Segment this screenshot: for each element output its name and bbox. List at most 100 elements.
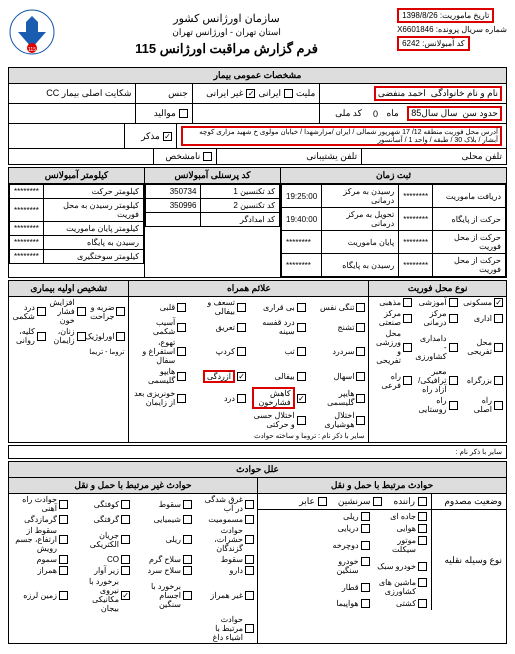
checkbox[interactable]	[237, 372, 246, 381]
checkbox[interactable]	[449, 401, 458, 410]
checkbox[interactable]	[418, 599, 427, 608]
iranian-chk[interactable]	[284, 89, 293, 98]
checkbox[interactable]	[449, 314, 458, 323]
checkbox[interactable]	[418, 578, 427, 587]
checkbox[interactable]	[418, 536, 427, 545]
checkbox[interactable]	[59, 535, 68, 544]
checkbox[interactable]	[177, 323, 186, 332]
checkbox[interactable]	[59, 566, 68, 575]
checkbox[interactable]	[318, 497, 327, 506]
checkbox[interactable]	[494, 343, 503, 352]
checkbox[interactable]	[494, 314, 503, 323]
checkbox[interactable]	[245, 555, 254, 564]
checkbox[interactable]	[245, 624, 254, 633]
check-item: هایپر گلیسمی	[309, 386, 369, 410]
check-item: تعریق	[189, 317, 249, 337]
check-item: شیمیایی	[133, 514, 195, 525]
checkbox[interactable]	[361, 512, 370, 521]
checkbox[interactable]	[237, 347, 246, 356]
check-item: حوادث حشرات، گزندگان	[195, 525, 257, 554]
symptoms-section: نوع محل فوریت مسکونیآموزشیمذهبیاداریمرکز…	[8, 280, 507, 443]
region-name: استان تهران - اورژانس تهران	[56, 27, 397, 38]
checkbox[interactable]	[418, 512, 427, 521]
checkbox[interactable]	[59, 500, 68, 509]
checkbox[interactable]	[177, 347, 186, 356]
checkbox[interactable]	[494, 376, 503, 385]
checkbox[interactable]	[121, 535, 130, 544]
checkbox[interactable]	[59, 591, 68, 600]
checkbox[interactable]	[356, 303, 365, 312]
checkbox[interactable]	[121, 591, 130, 600]
unknown-chk[interactable]	[203, 152, 212, 161]
checkbox[interactable]	[183, 500, 192, 509]
checkbox[interactable]	[121, 515, 130, 524]
checkbox[interactable]	[177, 303, 186, 312]
checkbox[interactable]	[177, 372, 186, 381]
checkbox[interactable]	[59, 515, 68, 524]
checkbox[interactable]	[183, 515, 192, 524]
checkbox[interactable]	[297, 394, 306, 403]
checkbox[interactable]	[356, 394, 365, 403]
checkbox[interactable]	[77, 307, 86, 316]
checkbox[interactable]	[245, 500, 254, 509]
checkbox[interactable]	[449, 298, 458, 307]
checkbox[interactable]	[37, 332, 46, 341]
checkbox[interactable]	[245, 535, 254, 544]
accident-section: علل حوادث حوادث مرتبط با حمل و نقل وضعیت…	[8, 461, 507, 644]
checkbox[interactable]	[356, 347, 365, 356]
checkbox[interactable]	[297, 303, 306, 312]
checkbox[interactable]	[77, 332, 86, 341]
checkbox[interactable]	[418, 497, 427, 506]
check-item: درد شکمی	[9, 297, 49, 326]
checkbox[interactable]	[116, 307, 125, 316]
checkbox[interactable]	[418, 524, 427, 533]
checkbox[interactable]	[237, 394, 246, 403]
checkbox[interactable]	[403, 298, 412, 307]
checkbox[interactable]	[177, 394, 186, 403]
checkbox[interactable]	[403, 376, 412, 385]
checkbox[interactable]	[356, 372, 365, 381]
checkbox[interactable]	[245, 591, 254, 600]
checkbox[interactable]	[183, 566, 192, 575]
checkbox[interactable]	[361, 599, 370, 608]
vehicle-label: نوع وسیله نقلیه	[431, 510, 506, 610]
checkbox[interactable]	[361, 541, 370, 550]
checkbox[interactable]	[183, 591, 192, 600]
checkbox[interactable]	[121, 566, 130, 575]
checkbox[interactable]	[297, 416, 306, 425]
checkbox[interactable]	[237, 323, 246, 332]
checkbox[interactable]	[361, 583, 370, 592]
checkbox[interactable]	[449, 343, 458, 352]
check-item: زیر آوار	[71, 565, 133, 576]
checkbox[interactable]	[403, 314, 412, 323]
checkbox[interactable]	[494, 401, 503, 410]
checkbox[interactable]	[449, 376, 458, 385]
checkbox[interactable]	[297, 347, 306, 356]
checkbox[interactable]	[356, 416, 365, 425]
checkbox[interactable]	[183, 535, 192, 544]
checkbox[interactable]	[297, 323, 306, 332]
checkbox[interactable]	[59, 555, 68, 564]
checkbox[interactable]	[116, 332, 125, 341]
checkbox[interactable]	[37, 307, 46, 316]
checkbox[interactable]	[245, 566, 254, 575]
checkbox[interactable]	[361, 557, 370, 566]
checkbox[interactable]	[373, 497, 382, 506]
checkbox[interactable]	[245, 515, 254, 524]
check-item: محل ورزشی و تفریحی	[370, 328, 416, 366]
checkbox[interactable]	[121, 555, 130, 564]
checkbox[interactable]	[361, 524, 370, 533]
acc-unrel-title: حوادث غیر مرتبط با حمل و نقل	[9, 478, 257, 494]
checkbox[interactable]	[297, 372, 306, 381]
newborn-chk[interactable]	[179, 109, 188, 118]
male-chk[interactable]	[163, 132, 172, 141]
check-item: درد قفسه سینه	[249, 317, 309, 337]
checkbox[interactable]	[418, 562, 427, 571]
noniranian-chk[interactable]	[246, 89, 255, 98]
checkbox[interactable]	[356, 323, 365, 332]
checkbox[interactable]	[403, 343, 412, 352]
checkbox[interactable]	[494, 298, 503, 307]
checkbox[interactable]	[183, 555, 192, 564]
checkbox[interactable]	[121, 500, 130, 509]
checkbox[interactable]	[237, 303, 246, 312]
